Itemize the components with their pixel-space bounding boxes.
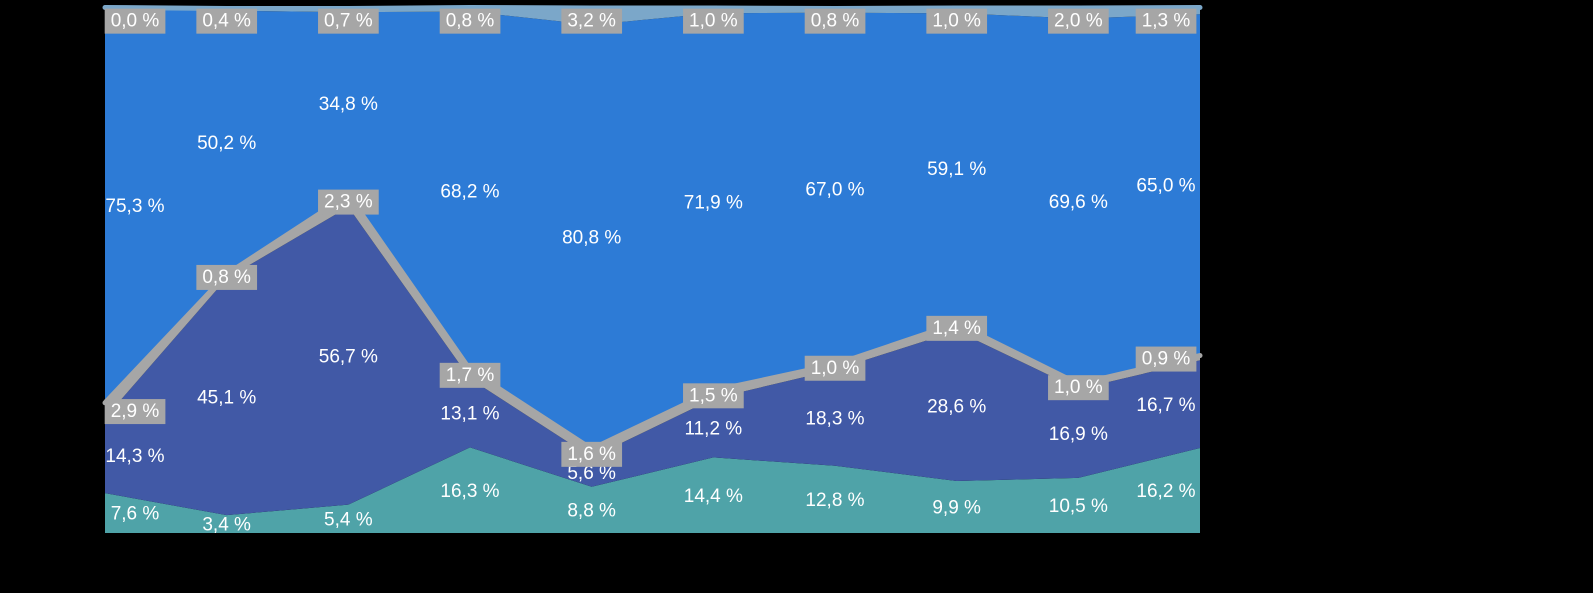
- gray-band-data-label: 1,0 %: [1054, 377, 1103, 398]
- main-blue-band-data-label: 67,0 %: [805, 179, 864, 200]
- gray-band-label-box: [196, 264, 258, 290]
- top-light-band-data-label: 1,0 %: [689, 11, 738, 32]
- gray-band-label-box: [439, 362, 501, 388]
- main-blue-band-data-label: 69,6 %: [1049, 192, 1108, 213]
- main-blue-band-data-label: 34,8 %: [319, 94, 378, 115]
- main-blue-band-data-label: 59,1 %: [927, 159, 986, 180]
- top-light-band-label-box: [683, 8, 744, 34]
- gray-band-label-box: [926, 315, 988, 341]
- teal-band-data-label: 16,3 %: [440, 481, 499, 502]
- main-blue-band-data-label: 65,0 %: [1136, 176, 1195, 197]
- main-blue-band-data-label: 68,2 %: [440, 181, 499, 202]
- gray-band-data-label: 2,3 %: [324, 192, 373, 213]
- gray-band-data-label: 1,4 %: [932, 318, 981, 339]
- gray-band-label-box: [104, 399, 166, 425]
- indigo-band-data-label: 14,3 %: [105, 446, 164, 467]
- top-light-band-data-label: 1,0 %: [932, 11, 981, 32]
- top-light-band-label-box: [196, 8, 258, 34]
- indigo-band-data-label: 45,1 %: [197, 387, 256, 408]
- top-light-band-data-label: 0,8 %: [446, 11, 495, 32]
- indigo-band-data-label: 18,3 %: [805, 408, 864, 429]
- top-light-band-data-label: 0,4 %: [202, 11, 251, 32]
- gray-band-label-box: [683, 383, 744, 409]
- indigo-band-data-label: 56,7 %: [319, 346, 378, 367]
- main-blue-band-data-label: 80,8 %: [562, 228, 621, 249]
- gray-band-data-label: 1,6 %: [567, 444, 616, 465]
- teal-band-data-label: 3,4 %: [202, 515, 251, 536]
- top-light-band-data-label: 0,7 %: [324, 11, 373, 32]
- gray-band-data-label: 1,0 %: [811, 358, 860, 379]
- gray-band-data-label: 0,8 %: [202, 267, 251, 288]
- gray-band-data-label: 2,9 %: [111, 401, 160, 422]
- top-light-band-edge-line: [102, 4, 1203, 12]
- indigo-band-area: [105, 206, 1200, 516]
- main-blue-band-data-label: 71,9 %: [684, 193, 743, 214]
- top-light-band-data-label: 0,8 %: [811, 11, 860, 32]
- gray-band-label-box: [561, 441, 623, 467]
- indigo-band-data-label: 28,6 %: [927, 397, 986, 418]
- indigo-band-data-label: 13,1 %: [440, 404, 499, 425]
- indigo-band-data-label: 5,6 %: [567, 463, 616, 484]
- indigo-band-data-label: 16,9 %: [1049, 424, 1108, 445]
- top-light-band-label-box: [104, 8, 166, 34]
- data-labels: 7,6 % 3,4 % 5,4 % 16,3 % 8,8 % 14,4 % 12,8 % 9,…: [104, 8, 1197, 536]
- teal-band-data-label: 8,8 %: [567, 501, 616, 522]
- top-light-band-data-label: 0,0 %: [111, 11, 160, 32]
- teal-band-data-label: 10,5 %: [1049, 496, 1108, 517]
- gray-band-label-box: [1048, 375, 1109, 401]
- top-light-band-data-label: 1,3 %: [1142, 11, 1191, 32]
- teal-band-data-label: 5,4 %: [324, 509, 373, 530]
- indigo-band-data-label: 11,2 %: [684, 419, 742, 440]
- gray-band-data-label: 0,9 %: [1142, 349, 1191, 370]
- teal-band-data-label: 12,8 %: [805, 490, 864, 511]
- teal-band-data-label: 14,4 %: [684, 486, 743, 507]
- gray-band-data-label: 1,7 %: [446, 365, 495, 386]
- top-light-band-label-box: [1135, 8, 1197, 34]
- gray-band-label-box: [1135, 346, 1197, 372]
- gray-band-label-box: [804, 355, 866, 381]
- main-blue-band-area: [105, 7, 1200, 449]
- top-light-band-label-box: [439, 8, 501, 34]
- teal-band-data-label: 9,9 %: [932, 498, 981, 519]
- top-light-band-label-box: [318, 8, 379, 34]
- top-light-band-label-box: [561, 8, 623, 34]
- teal-band-area: [105, 447, 1200, 533]
- gray-band-label-box: [318, 189, 379, 215]
- teal-band-data-label: 7,6 %: [111, 504, 160, 525]
- gray-band-data-label: 1,5 %: [689, 385, 738, 406]
- top-light-band-area: [105, 7, 1200, 25]
- gray-band-edge-line: [102, 192, 1203, 452]
- teal-band-data-label: 16,2 %: [1136, 481, 1195, 502]
- main-blue-band-data-label: 50,2 %: [197, 133, 256, 154]
- top-light-band-label-box: [1048, 8, 1109, 34]
- top-light-band-label-box: [804, 8, 866, 34]
- top-light-band-data-label: 3,2 %: [567, 11, 616, 32]
- indigo-band-data-label: 16,7 %: [1136, 395, 1195, 416]
- main-blue-band-data-label: 75,3 %: [105, 196, 164, 217]
- top-light-band-data-label: 2,0 %: [1054, 11, 1103, 32]
- top-light-band-label-box: [926, 8, 988, 34]
